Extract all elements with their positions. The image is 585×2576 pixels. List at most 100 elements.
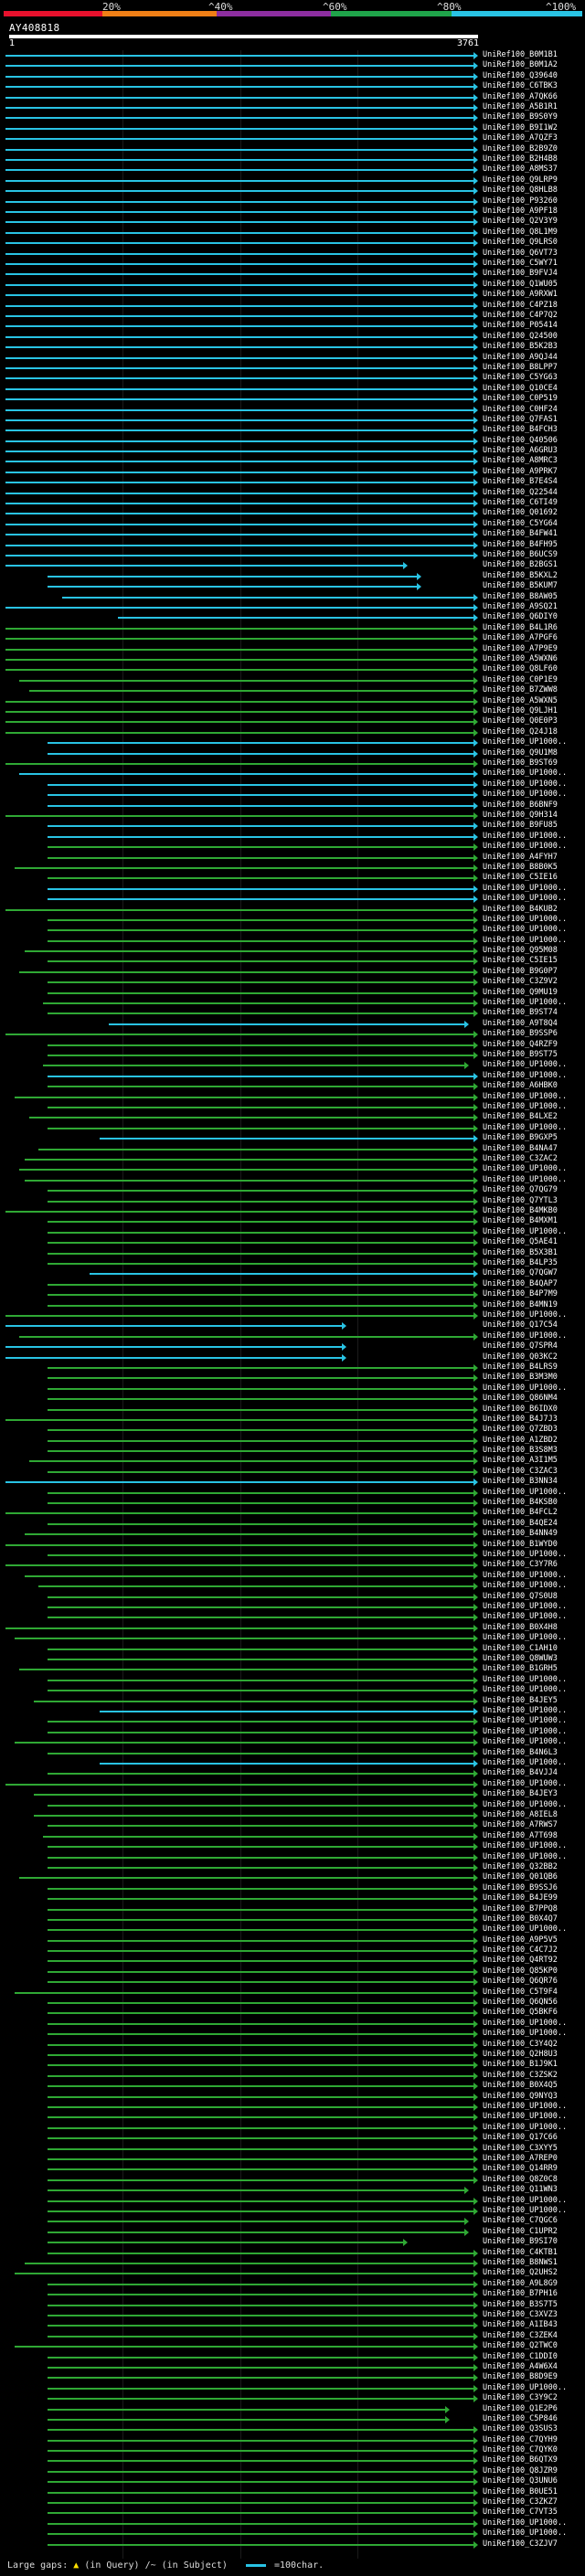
hit-bar[interactable] <box>48 843 478 852</box>
hit-name[interactable]: UniRef100_Q22544 <box>483 487 558 497</box>
hit-name[interactable]: UniRef100_B7E4S4 <box>483 477 558 487</box>
hit-name[interactable]: UniRef100_Q9LJH1 <box>483 705 558 716</box>
hit-name[interactable]: UniRef100_UP1000.. <box>483 925 568 935</box>
hit-name[interactable]: UniRef100_C1AH10 <box>483 1643 558 1653</box>
hit-bar[interactable] <box>5 207 478 216</box>
hit-name[interactable]: UniRef100_UP1000.. <box>483 2029 568 2039</box>
hit-name[interactable]: UniRef100_Q9MU19 <box>483 987 558 997</box>
hit-bar[interactable] <box>5 604 478 611</box>
hit-name[interactable]: UniRef100_Q6QR76 <box>483 1977 558 1987</box>
hit-name[interactable]: UniRef100_Q4RZF9 <box>483 1039 558 1049</box>
hit-name[interactable]: UniRef100_C3ZEK4 <box>483 2330 558 2340</box>
hit-name[interactable]: UniRef100_B0M1B1 <box>483 50 558 59</box>
hit-bar[interactable] <box>24 1572 478 1580</box>
hit-name[interactable]: UniRef100_C4KTB1 <box>483 2247 558 2257</box>
hit-bar[interactable] <box>19 968 478 976</box>
hit-bar[interactable] <box>99 1707 478 1715</box>
hit-bar[interactable] <box>48 1301 478 1309</box>
hit-bar[interactable] <box>5 292 478 300</box>
hit-name[interactable]: UniRef100_B3NN34 <box>483 1477 558 1487</box>
hit-bar[interactable] <box>48 1884 478 1892</box>
hit-name[interactable]: UniRef100_Q2H8U3 <box>483 2050 558 2059</box>
hit-bar[interactable] <box>5 707 478 716</box>
hit-bar[interactable] <box>99 1759 478 1767</box>
hit-name[interactable]: UniRef100_B9G0P7 <box>483 966 558 976</box>
hit-name[interactable]: UniRef100_UP1000.. <box>483 1799 568 1809</box>
hit-name[interactable]: UniRef100_UP1000.. <box>483 1841 568 1851</box>
hit-name[interactable]: UniRef100_B1J9K1 <box>483 2060 558 2070</box>
hit-bar[interactable] <box>5 656 478 663</box>
hit-bar[interactable] <box>5 156 478 164</box>
hit-bar[interactable] <box>48 2426 478 2434</box>
hit-name[interactable]: UniRef100_Q8JZR9 <box>483 2465 558 2475</box>
hit-bar[interactable] <box>5 906 478 914</box>
hit-name[interactable]: UniRef100_C5YG64 <box>483 518 558 528</box>
hit-name[interactable]: UniRef100_UP1000.. <box>483 2102 568 2111</box>
hit-bar[interactable] <box>5 62 478 70</box>
hit-bar[interactable] <box>48 2478 478 2486</box>
hit-name[interactable]: UniRef100_Q2UHS2 <box>483 2268 558 2278</box>
hit-bar[interactable] <box>15 864 478 872</box>
hit-name[interactable]: UniRef100_Q2V3Y9 <box>483 217 558 227</box>
hit-bar[interactable] <box>48 2415 451 2423</box>
hit-name[interactable]: UniRef100_Q1WU05 <box>483 279 558 289</box>
hit-name[interactable]: UniRef100_B5KUM7 <box>483 581 558 591</box>
hit-name[interactable]: UniRef100_C3ZKZ7 <box>483 2497 558 2507</box>
hit-name[interactable]: UniRef100_C5YG63 <box>483 373 558 383</box>
hit-bar[interactable] <box>48 1239 478 1247</box>
hit-name[interactable]: UniRef100_B9SSP6 <box>483 1029 558 1039</box>
hit-name[interactable]: UniRef100_UP1000.. <box>483 2382 568 2392</box>
hit-bar[interactable] <box>24 2259 478 2267</box>
hit-name[interactable]: UniRef100_UP1000.. <box>483 2205 568 2215</box>
hit-bar[interactable] <box>5 718 478 726</box>
hit-name[interactable]: UniRef100_Q2TWC0 <box>483 2341 558 2351</box>
hit-name[interactable]: UniRef100_B4NN49 <box>483 1529 558 1539</box>
hit-name[interactable]: UniRef100_Q8WUW3 <box>483 1654 558 1663</box>
hit-name[interactable]: UniRef100_B4FCH3 <box>483 425 558 435</box>
hit-bar[interactable] <box>5 124 478 133</box>
hit-name[interactable]: UniRef100_B3M3M0 <box>483 1373 558 1383</box>
hit-bar[interactable] <box>5 811 478 820</box>
hit-bar[interactable] <box>48 780 478 789</box>
hit-name[interactable]: UniRef100_UP1000.. <box>483 1174 568 1184</box>
hit-name[interactable]: UniRef100_A7QK66 <box>483 91 558 101</box>
hit-bar[interactable] <box>5 166 478 175</box>
hit-bar[interactable] <box>5 187 478 196</box>
hit-bar[interactable] <box>43 1000 478 1007</box>
hit-bar[interactable] <box>48 801 478 810</box>
hit-name[interactable]: UniRef100_P05414 <box>483 321 558 331</box>
hit-bar[interactable] <box>5 458 478 466</box>
hit-name[interactable]: UniRef100_B8AW05 <box>483 591 558 601</box>
hit-bar[interactable] <box>48 1915 478 1924</box>
hit-bar[interactable] <box>19 1166 478 1174</box>
hit-name[interactable]: UniRef100_C7QYK0 <box>483 2445 558 2454</box>
hit-name[interactable]: UniRef100_B6BNF9 <box>483 800 558 810</box>
hit-bar[interactable] <box>5 552 478 559</box>
hit-name[interactable]: UniRef100_B4P7M9 <box>483 1289 558 1299</box>
hit-name[interactable]: UniRef100_A7RWS7 <box>483 1820 558 1830</box>
hit-bar[interactable] <box>5 385 478 393</box>
hit-name[interactable]: UniRef100_Q3SUS3 <box>483 2424 558 2434</box>
hit-bar[interactable] <box>28 1114 479 1122</box>
hit-bar[interactable] <box>48 1500 478 1507</box>
hit-bar[interactable] <box>48 1895 478 1903</box>
hit-name[interactable]: UniRef100_C5T9F4 <box>483 1987 558 1997</box>
hit-name[interactable]: UniRef100_B6IDX0 <box>483 1404 558 1414</box>
hit-bar[interactable] <box>5 1353 347 1362</box>
hit-bar[interactable] <box>48 1228 478 1236</box>
hit-bar[interactable] <box>48 2499 478 2507</box>
hit-name[interactable]: UniRef100_Q10CE4 <box>483 383 558 393</box>
hit-name[interactable]: UniRef100_C1DDI0 <box>483 2351 558 2361</box>
hit-bar[interactable] <box>48 2363 478 2371</box>
hit-bar[interactable] <box>48 1187 478 1195</box>
hit-bar[interactable] <box>15 1739 478 1747</box>
hit-bar[interactable] <box>48 2207 478 2215</box>
hit-bar[interactable] <box>48 2384 478 2392</box>
hit-bar[interactable] <box>48 2540 478 2549</box>
hit-name[interactable]: UniRef100_Q8LF60 <box>483 664 558 674</box>
hit-bar[interactable] <box>48 2374 478 2382</box>
hit-name[interactable]: UniRef100_Q4RT92 <box>483 1956 558 1966</box>
hit-bar[interactable] <box>48 2509 478 2518</box>
hit-name[interactable]: UniRef100_UP1000.. <box>483 1570 568 1580</box>
hit-name[interactable]: UniRef100_Q1E2P6 <box>483 2403 558 2413</box>
